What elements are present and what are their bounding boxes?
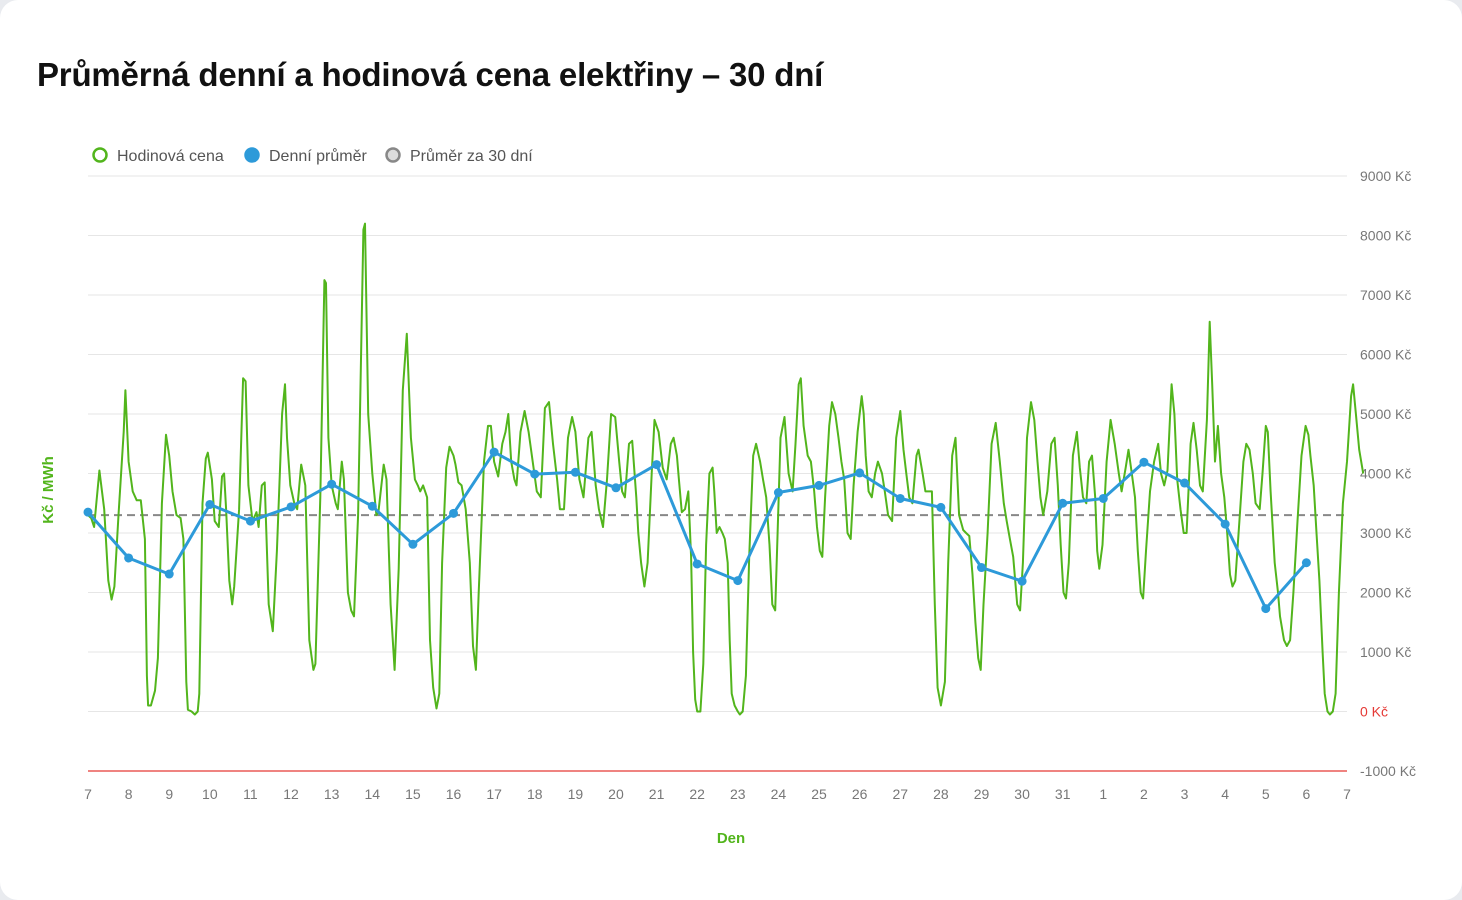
daily-average-point bbox=[855, 468, 865, 478]
y-tick-label: 4000 Kč bbox=[1360, 466, 1411, 482]
legend-marker bbox=[244, 147, 260, 163]
daily-average-point bbox=[570, 467, 580, 477]
legend-marker bbox=[385, 147, 401, 163]
x-tick-label: 26 bbox=[852, 786, 868, 802]
x-tick-label: 21 bbox=[649, 786, 665, 802]
daily-average-point bbox=[408, 539, 418, 549]
y-tick-label: 3000 Kč bbox=[1360, 525, 1411, 541]
daily-average-point bbox=[489, 447, 499, 457]
x-tick-label: 19 bbox=[568, 786, 584, 802]
legend-label: Denní průměr bbox=[269, 147, 367, 165]
daily-average-point bbox=[1139, 457, 1149, 467]
x-tick-label: 5 bbox=[1262, 786, 1270, 802]
y-tick-label: 6000 Kč bbox=[1360, 347, 1411, 363]
daily-average-point bbox=[286, 502, 296, 512]
legend-label: Hodinová cena bbox=[117, 148, 224, 165]
daily-average-point bbox=[1180, 478, 1190, 488]
y-tick-label: 5000 Kč bbox=[1360, 406, 1411, 422]
daily-average-point bbox=[205, 499, 215, 509]
daily-average-point bbox=[449, 508, 459, 518]
x-tick-label: 23 bbox=[730, 786, 746, 802]
daily-average-point bbox=[124, 553, 134, 563]
x-tick-label: 25 bbox=[811, 786, 827, 802]
x-tick-label: 16 bbox=[446, 786, 462, 802]
x-tick-label: 27 bbox=[892, 786, 908, 802]
x-tick-label: 10 bbox=[202, 786, 218, 802]
x-tick-label: 15 bbox=[405, 786, 421, 802]
daily-average-point bbox=[530, 469, 540, 479]
daily-average-point bbox=[164, 569, 174, 579]
daily-average-point bbox=[814, 480, 824, 490]
daily-average-point bbox=[327, 479, 337, 489]
daily-average-point bbox=[692, 559, 702, 569]
x-tick-label: 4 bbox=[1221, 786, 1229, 802]
daily-average-point bbox=[1301, 558, 1311, 568]
daily-average-point bbox=[1261, 604, 1271, 614]
y-axis-title: Kč / MWh bbox=[40, 456, 57, 524]
x-tick-label: 22 bbox=[689, 786, 705, 802]
x-tick-label: 31 bbox=[1055, 786, 1071, 802]
daily-average-point bbox=[1220, 519, 1230, 529]
x-tick-label: 18 bbox=[527, 786, 543, 802]
x-tick-label: 17 bbox=[486, 786, 502, 802]
x-tick-label: 1 bbox=[1099, 786, 1107, 802]
daily-average-point bbox=[936, 502, 946, 512]
chart-title: Průměrná denní a hodinová cena elektřiny… bbox=[37, 56, 824, 93]
x-tick-label: 2 bbox=[1140, 786, 1148, 802]
daily-average-point bbox=[1058, 498, 1068, 508]
daily-average-point bbox=[652, 460, 662, 470]
y-tick-label: 7000 Kč bbox=[1360, 287, 1411, 303]
x-tick-label: 11 bbox=[243, 786, 258, 802]
daily-average-point bbox=[976, 563, 986, 573]
daily-average-point bbox=[1098, 493, 1108, 503]
x-tick-label: 7 bbox=[1343, 786, 1351, 802]
x-tick-label: 7 bbox=[84, 786, 92, 802]
daily-average-point bbox=[733, 576, 743, 586]
x-tick-label: 13 bbox=[324, 786, 340, 802]
x-tick-label: 9 bbox=[165, 786, 173, 802]
x-tick-label: 20 bbox=[608, 786, 624, 802]
x-tick-label: 8 bbox=[125, 786, 133, 802]
hourly-price-line bbox=[87, 222, 1365, 716]
y-tick-label: -1000 Kč bbox=[1360, 763, 1416, 779]
daily-average-point bbox=[773, 488, 783, 498]
daily-average-point bbox=[367, 501, 377, 511]
daily-average-point bbox=[895, 493, 905, 503]
daily-average-point bbox=[245, 516, 255, 526]
x-tick-label: 30 bbox=[1014, 786, 1030, 802]
x-tick-label: 24 bbox=[771, 786, 787, 802]
daily-average-point bbox=[1017, 576, 1027, 586]
legend-marker bbox=[92, 147, 108, 163]
y-tick-label: 0 Kč bbox=[1360, 704, 1388, 720]
daily-average-point bbox=[83, 507, 93, 517]
legend-label: Průměr za 30 dní bbox=[410, 147, 533, 165]
y-tick-label: 1000 Kč bbox=[1360, 644, 1411, 660]
x-tick-label: 14 bbox=[365, 786, 381, 802]
x-tick-label: 29 bbox=[974, 786, 990, 802]
y-tick-label: 9000 Kč bbox=[1360, 168, 1411, 184]
x-tick-label: 12 bbox=[283, 786, 299, 802]
x-tick-label: 3 bbox=[1181, 786, 1189, 802]
y-tick-label: 8000 Kč bbox=[1360, 228, 1411, 244]
daily-average-point bbox=[611, 483, 621, 493]
x-axis-title: Den bbox=[717, 830, 745, 847]
y-tick-label: 2000 Kč bbox=[1360, 585, 1411, 601]
x-tick-label: 6 bbox=[1302, 786, 1310, 802]
x-tick-label: 28 bbox=[933, 786, 949, 802]
